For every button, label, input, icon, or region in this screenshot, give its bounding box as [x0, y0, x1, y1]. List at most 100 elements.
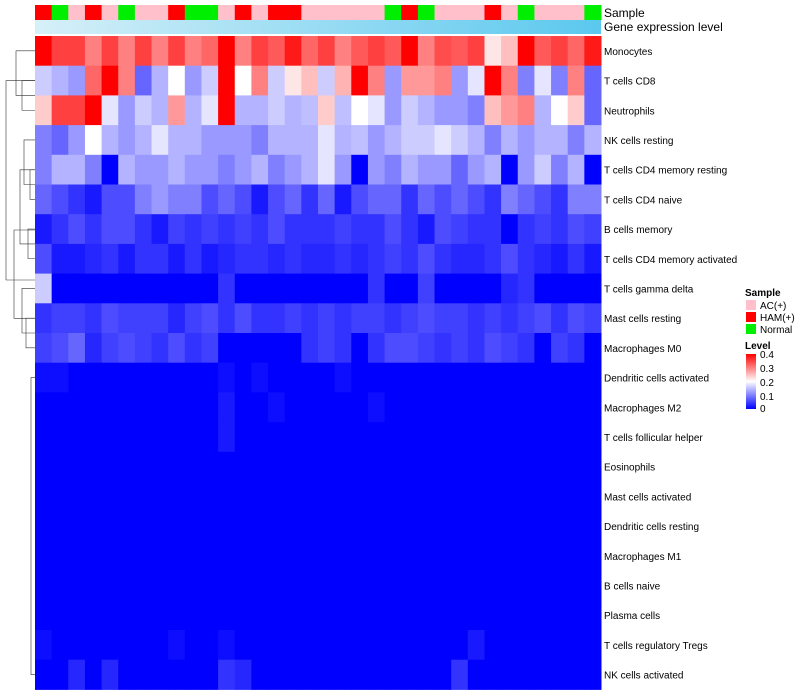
heatmap-cell: [184, 243, 202, 275]
heatmap-cell: [501, 154, 519, 185]
heatmap-cell: [534, 481, 552, 512]
heatmap-cell: [301, 95, 319, 126]
heatmap-cell: [234, 273, 252, 304]
heatmap-cell: [417, 511, 436, 542]
heatmap-cell: [484, 243, 502, 275]
heatmap-cell: [401, 333, 419, 364]
heatmap-cell: [318, 362, 336, 393]
heatmap-cell: [534, 362, 552, 393]
heatmap-cell: [268, 333, 286, 364]
sample-cell: [417, 5, 436, 20]
sample-cell: [484, 5, 502, 20]
dendrogram-branch: [13, 229, 35, 319]
heatmap-cell: [51, 511, 69, 542]
heatmap-cell: [367, 243, 386, 275]
heatmap-cell: [268, 422, 286, 453]
heatmap-cell: [318, 392, 336, 423]
heatmap-cell: [517, 273, 535, 304]
heatmap-cell: [318, 333, 336, 364]
heatmap-cell: [501, 36, 519, 67]
heatmap-cell: [68, 481, 86, 512]
heatmap-cell: [534, 451, 552, 482]
heatmap-cell: [118, 333, 136, 364]
heatmap-cell: [401, 362, 419, 393]
heatmap-cell: [68, 125, 86, 156]
heatmap-cell: [184, 125, 202, 156]
heatmap-cell: [451, 600, 469, 631]
heatmap-cell: [268, 451, 286, 482]
heatmap-cell: [584, 125, 602, 156]
heatmap-cell: [417, 422, 436, 453]
heatmap-cell: [35, 600, 53, 631]
heatmap-cell: [484, 154, 502, 185]
dendrogram-branch: [15, 50, 35, 96]
heatmap-cell: [234, 451, 252, 482]
heatmap-cell: [51, 273, 69, 304]
heatmap-cell: [384, 362, 402, 393]
heatmap-cell: [451, 303, 469, 334]
heatmap-cell: [517, 600, 535, 631]
sample-cell: [351, 5, 369, 20]
heatmap-cell: [118, 630, 136, 661]
heatmap-cell: [284, 273, 302, 304]
heatmap-cell: [101, 600, 119, 631]
heatmap-cell: [84, 630, 103, 661]
heatmap-cell: [517, 303, 535, 334]
heatmap-cell: [467, 362, 485, 393]
heatmap-cell: [467, 333, 485, 364]
heatmap-cell: [35, 36, 53, 67]
heatmap-cell: [134, 659, 153, 690]
heatmap-cell: [251, 303, 269, 334]
heatmap-cell: [551, 630, 569, 661]
heatmap-cell: [151, 630, 169, 661]
heatmap-cell: [467, 303, 485, 334]
heatmap-cell: [68, 570, 86, 601]
heatmap-cell: [551, 65, 569, 96]
heatmap-cell: [184, 570, 202, 601]
heatmap-cell: [451, 481, 469, 512]
heatmap-cell: [101, 243, 119, 275]
heatmap-cell: [184, 214, 202, 245]
heatmap-cell: [234, 630, 252, 661]
heatmap-cell: [434, 422, 452, 453]
heatmap-cell: [401, 214, 419, 245]
heatmap-cell: [268, 362, 286, 393]
sample-cell: [118, 5, 136, 20]
heatmap-cell: [268, 154, 286, 185]
heatmap-cell: [417, 243, 436, 275]
sample-cell: [467, 5, 485, 20]
sample-cell: [201, 5, 219, 20]
heatmap-cell: [534, 570, 552, 601]
heatmap-cell: [434, 333, 452, 364]
heatmap-cell: [35, 511, 53, 542]
heatmap-cell: [301, 481, 319, 512]
heatmap-cell: [384, 154, 402, 185]
heatmap-cell: [451, 659, 469, 690]
heatmap-cell: [384, 36, 402, 67]
heatmap-cell: [101, 36, 119, 67]
heatmap-cell: [551, 243, 569, 275]
sample-cell: [51, 5, 69, 20]
heatmap-cell: [484, 65, 502, 96]
heatmap-cell: [434, 273, 452, 304]
heatmap-cell: [134, 243, 153, 275]
heatmap-cell: [334, 65, 352, 96]
heatmap-cell: [35, 125, 53, 156]
heatmap-cell: [118, 451, 136, 482]
heatmap-cell: [168, 540, 186, 572]
heatmap-cell: [417, 540, 436, 572]
heatmap-cell: [118, 362, 136, 393]
heatmap-cell: [184, 303, 202, 334]
heatmap-cell: [434, 481, 452, 512]
heatmap-cell: [351, 36, 369, 67]
heatmap-cell: [401, 273, 419, 304]
heatmap-cell: [451, 540, 469, 572]
heatmap-cell: [84, 65, 103, 96]
heatmap-cell: [134, 214, 153, 245]
heatmap-cell: [268, 481, 286, 512]
heatmap-cell: [318, 659, 336, 690]
heatmap-cell: [318, 214, 336, 245]
heatmap-cell: [467, 95, 485, 126]
heatmap-cell: [584, 392, 602, 423]
heatmap-cell: [434, 125, 452, 156]
